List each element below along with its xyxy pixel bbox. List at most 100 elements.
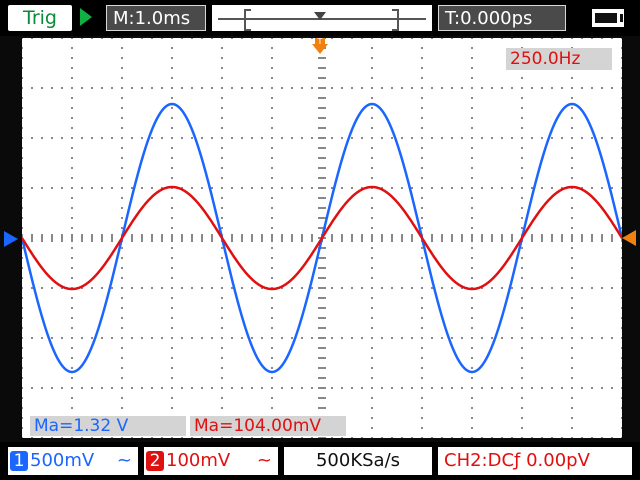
ch2-settings[interactable]: 2 100mV ~: [144, 447, 278, 475]
center-axis-tick: [291, 234, 293, 242]
grid-dot: [151, 38, 153, 39]
center-axis-tick: [311, 234, 313, 242]
grid-dot: [271, 297, 273, 299]
center-axis-tick: [151, 234, 153, 242]
grid-dot: [331, 337, 333, 339]
play-icon[interactable]: [80, 8, 92, 26]
trigger-time-readout[interactable]: T:0.000ps: [438, 5, 566, 31]
grid-dot: [121, 38, 123, 39]
grid-dot: [91, 287, 93, 289]
grid-dot: [221, 147, 223, 149]
grid-dot: [311, 137, 313, 139]
grid-dot: [221, 437, 223, 438]
grid-dot: [621, 297, 622, 299]
grid-dot: [221, 347, 223, 349]
grid-dot: [521, 207, 523, 209]
center-axis-tick: [471, 234, 473, 242]
grid-dot: [71, 97, 73, 99]
grid-dot: [441, 38, 443, 39]
grid-dot: [501, 287, 503, 289]
grid-dot: [351, 187, 353, 189]
sample-rate[interactable]: 500KSa/s: [284, 447, 432, 475]
grid-dot: [421, 87, 423, 89]
trigger-level-marker-icon[interactable]: [622, 230, 636, 246]
grid-dot: [281, 387, 283, 389]
grid-dot: [531, 337, 533, 339]
grid-dot: [221, 117, 223, 119]
grid-dot: [301, 137, 303, 139]
center-axis-tick: [141, 234, 143, 242]
trigger-status-label[interactable]: Trig: [8, 5, 72, 31]
grid-dot: [41, 38, 43, 39]
grid-dot: [291, 287, 293, 289]
grid-dot: [281, 38, 283, 39]
grid-dot: [371, 287, 373, 289]
grid-dot: [22, 437, 23, 438]
grid-dot: [621, 437, 622, 438]
grid-dot: [141, 437, 143, 438]
grid-dot: [111, 38, 113, 39]
center-axis-tick: [318, 167, 326, 169]
grid-dot: [191, 187, 193, 189]
grid-dot: [371, 307, 373, 309]
grid-dot: [271, 97, 273, 99]
grid-dot: [101, 137, 103, 139]
grid-dot: [31, 38, 33, 39]
grid-dot: [221, 47, 223, 49]
grid-dot: [541, 38, 543, 39]
grid-dot: [61, 437, 63, 438]
grid-dot: [121, 337, 123, 339]
grid-dot: [191, 437, 193, 438]
ch1-settings[interactable]: 1 500mV ~: [8, 447, 138, 475]
ch1-ground-marker-icon[interactable]: [4, 231, 18, 247]
grid-dot: [71, 177, 73, 179]
grid-dot: [131, 437, 133, 438]
grid-dot: [221, 127, 223, 129]
grid-dot: [121, 117, 123, 119]
grid-dot: [571, 397, 573, 399]
grid-dot: [22, 177, 23, 179]
grid-dot: [121, 357, 123, 359]
grid-dot: [71, 137, 73, 139]
center-axis-tick: [491, 234, 493, 242]
grid-dot: [471, 247, 473, 249]
grid-dot: [71, 437, 73, 438]
grid-dot: [171, 407, 173, 409]
grid-dot: [621, 267, 622, 269]
center-axis-tick: [318, 357, 326, 359]
grid-dot: [471, 357, 473, 359]
timebase-readout[interactable]: M:1.0ms: [106, 5, 206, 31]
grid-dot: [501, 38, 503, 39]
grid-dot: [231, 387, 233, 389]
grid-dot: [441, 87, 443, 89]
grid-dot: [301, 87, 303, 89]
grid-dot: [31, 87, 33, 89]
grid-dot: [171, 167, 173, 169]
center-axis-tick: [131, 234, 133, 242]
grid-dot: [151, 187, 153, 189]
grid-dot: [611, 187, 613, 189]
grid-dot: [311, 87, 313, 89]
grid-dot: [271, 47, 273, 49]
grid-dot: [521, 227, 523, 229]
grid-dot: [441, 437, 443, 438]
grid-dot: [221, 397, 223, 399]
trigger-marker[interactable]: T: [312, 38, 328, 54]
grid-dot: [311, 38, 313, 39]
grid-dot: [601, 437, 603, 438]
center-axis-tick: [318, 397, 326, 399]
grid-dot: [71, 157, 73, 159]
grid-dot: [131, 38, 133, 39]
center-axis-tick: [271, 234, 273, 242]
grid-dot: [491, 437, 493, 438]
trigger-info[interactable]: CH2:DCƒ 0.00pV: [438, 447, 632, 475]
grid-dot: [271, 117, 273, 119]
grid-dot: [22, 267, 23, 269]
grid-dot: [121, 67, 123, 69]
grid-dot: [71, 327, 73, 329]
grid-dot: [341, 437, 343, 438]
grid-dot: [621, 277, 622, 279]
grid-dot: [171, 267, 173, 269]
grid-dot: [22, 257, 23, 259]
grid-dot: [511, 38, 513, 39]
